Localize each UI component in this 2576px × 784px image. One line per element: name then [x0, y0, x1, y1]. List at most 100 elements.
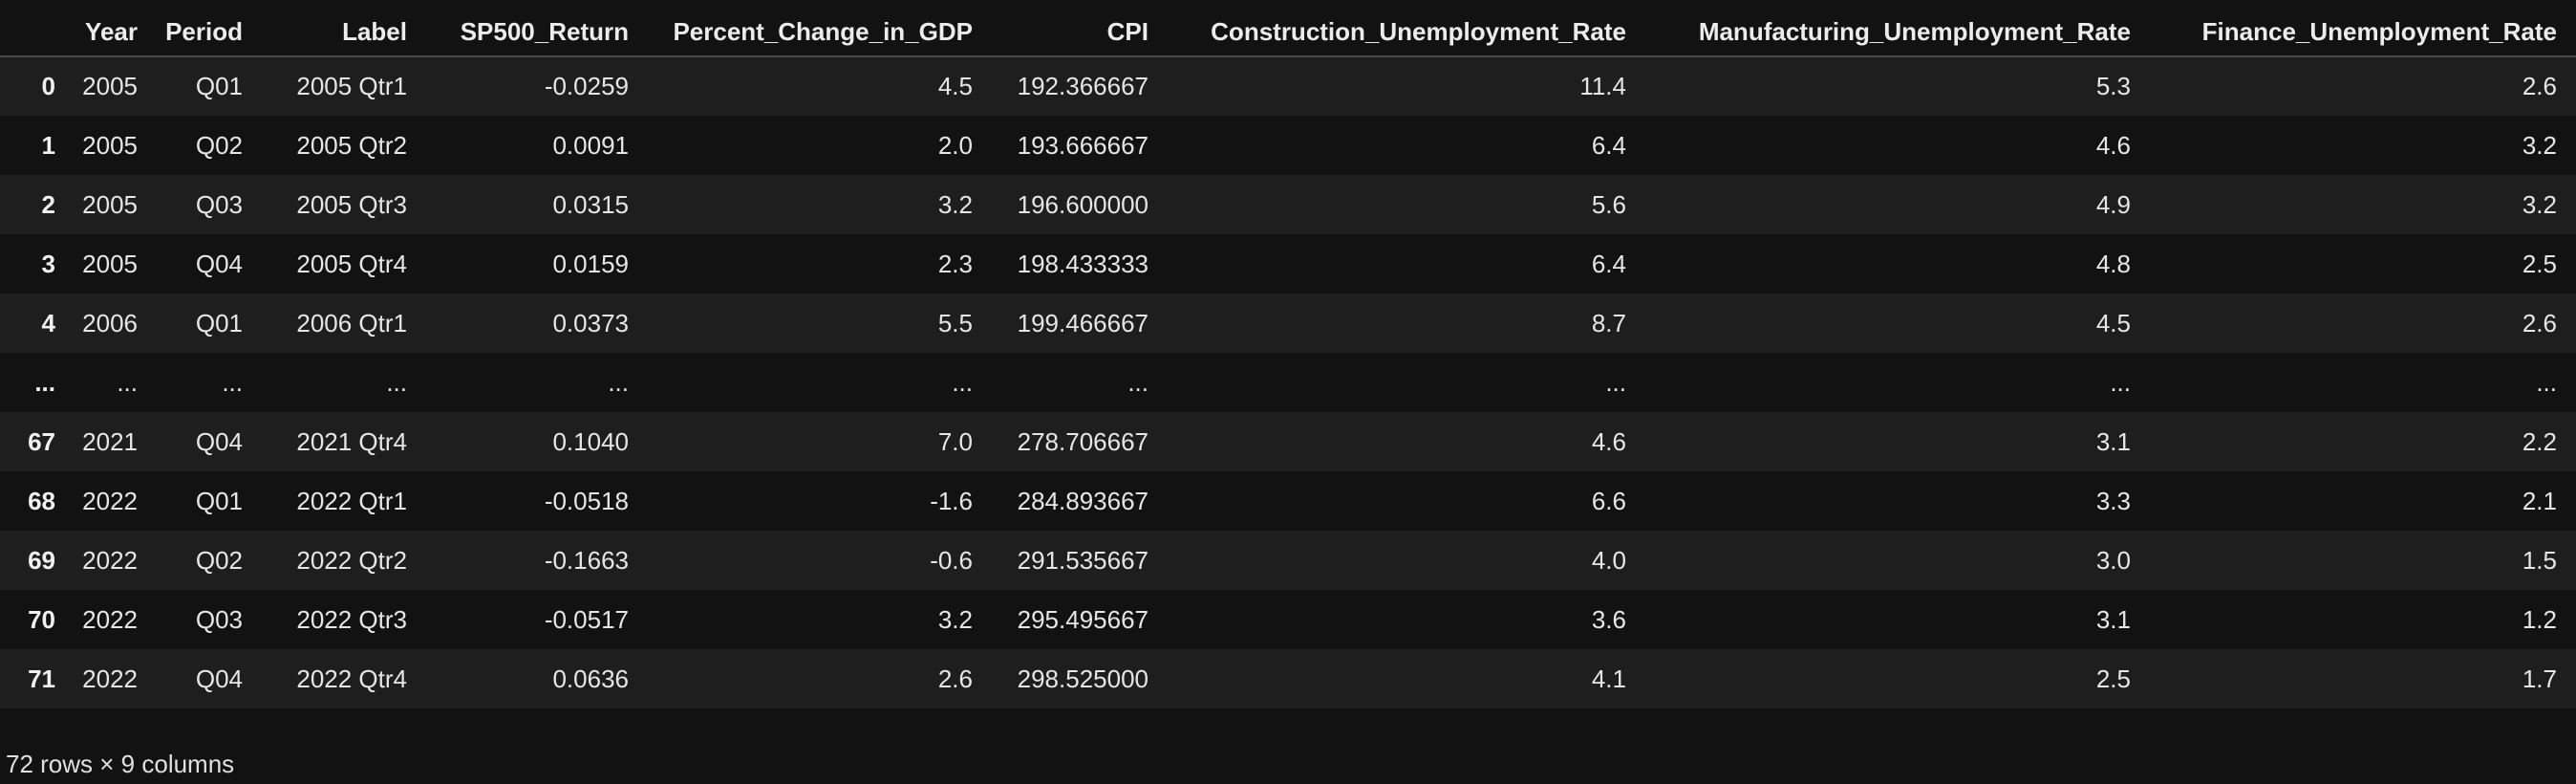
header-row: Year Period Label SP500_Return Percent_C…: [0, 8, 2576, 57]
cell-year: ...: [117, 367, 138, 397]
column-header-percent-change-gdp: Percent_Change_in_GDP: [648, 8, 992, 57]
cell-finance-unemployment: 2.1: [2522, 486, 2557, 515]
cell-manufacturing-unemployment: 3.0: [2095, 545, 2131, 575]
cell-year: 2005: [82, 249, 138, 278]
cell-construction-unemployment: 6.6: [1591, 486, 1626, 515]
cell-label: 2005 Qtr3: [296, 189, 407, 219]
cell-percent-change-gdp: -0.6: [930, 545, 973, 575]
cell-label: 2005 Qtr1: [296, 72, 407, 100]
cell-sp500-return: 0.0373: [552, 308, 629, 338]
cell-cpi: 291.535667: [1017, 545, 1148, 575]
cell-percent-change-gdp: 4.5: [937, 72, 973, 100]
column-header-sp500-return: SP500_Return: [426, 8, 648, 57]
cell-year: 2021: [82, 426, 138, 456]
table-row: 71 2022 Q04 2022 Qtr4 0.0636 2.6 298.525…: [0, 649, 2576, 708]
cell-finance-unemployment: 2.2: [2522, 426, 2557, 456]
cell-percent-change-gdp: 3.2: [937, 604, 973, 634]
cell-cpi: 199.466667: [1017, 308, 1148, 338]
cell-construction-unemployment: 6.4: [1591, 249, 1626, 278]
cell-construction-unemployment: 4.1: [1591, 664, 1626, 693]
column-header-period: Period: [157, 8, 262, 57]
cell-finance-unemployment: ...: [2536, 367, 2557, 397]
cell-label: ...: [386, 367, 407, 397]
cell-cpi: 295.495667: [1017, 604, 1148, 634]
cell-construction-unemployment: 4.6: [1591, 426, 1626, 456]
table-row: 67 2021 Q04 2021 Qtr4 0.1040 7.0 278.706…: [0, 412, 2576, 471]
cell-cpi: 278.706667: [1017, 426, 1148, 456]
cell-cpi: 298.525000: [1017, 664, 1148, 693]
cell-sp500-return: -0.0259: [544, 72, 629, 100]
cell-period: Q01: [195, 308, 243, 338]
cell-period: Q02: [195, 130, 243, 160]
cell-manufacturing-unemployment: 4.9: [2095, 189, 2131, 219]
table-body: 0 2005 Q01 2005 Qtr1 -0.0259 4.5 192.366…: [0, 56, 2576, 708]
cell-percent-change-gdp: 2.0: [937, 130, 973, 160]
table-row: 3 2005 Q04 2005 Qtr4 0.0159 2.3 198.4333…: [0, 234, 2576, 294]
row-index: 69: [28, 545, 55, 575]
cell-construction-unemployment: 6.4: [1591, 130, 1626, 160]
cell-manufacturing-unemployment: 3.3: [2095, 486, 2131, 515]
cell-manufacturing-unemployment: 2.5: [2095, 664, 2131, 693]
cell-label: 2005 Qtr4: [296, 249, 407, 278]
cell-period: Q04: [195, 426, 243, 456]
column-header-year: Year: [75, 8, 157, 57]
cell-label: 2022 Qtr1: [296, 486, 407, 515]
cell-year: 2022: [82, 545, 138, 575]
cell-construction-unemployment: 3.6: [1591, 604, 1626, 634]
cell-period: Q04: [195, 664, 243, 693]
cell-construction-unemployment: 11.4: [1579, 72, 1626, 100]
column-header-cpi: CPI: [992, 8, 1168, 57]
cell-manufacturing-unemployment: 3.1: [2095, 604, 2131, 634]
table-row: 69 2022 Q02 2022 Qtr2 -0.1663 -0.6 291.5…: [0, 531, 2576, 590]
cell-cpi: 193.666667: [1017, 130, 1148, 160]
cell-sp500-return: 0.0315: [552, 189, 629, 219]
cell-percent-change-gdp: 2.3: [937, 249, 973, 278]
row-index: 70: [28, 604, 55, 634]
table-row: 68 2022 Q01 2022 Qtr1 -0.0518 -1.6 284.8…: [0, 471, 2576, 531]
cell-period: Q04: [195, 249, 243, 278]
cell-finance-unemployment: 3.2: [2522, 130, 2557, 160]
cell-construction-unemployment: 5.6: [1591, 189, 1626, 219]
table-row: 70 2022 Q03 2022 Qtr3 -0.0517 3.2 295.49…: [0, 590, 2576, 649]
row-index: 67: [28, 426, 55, 456]
cell-manufacturing-unemployment: 3.1: [2095, 426, 2131, 456]
row-index: 4: [41, 308, 55, 338]
cell-year: 2005: [82, 189, 138, 219]
cell-sp500-return: ...: [608, 367, 629, 397]
cell-construction-unemployment: ...: [1605, 367, 1626, 397]
cell-cpi: 284.893667: [1017, 486, 1148, 515]
cell-year: 2022: [82, 604, 138, 634]
table-row: 0 2005 Q01 2005 Qtr1 -0.0259 4.5 192.366…: [0, 56, 2576, 116]
cell-cpi: 196.600000: [1017, 189, 1148, 219]
cell-year: 2022: [82, 486, 138, 515]
cell-sp500-return: -0.1663: [544, 545, 629, 575]
cell-cpi: 198.433333: [1017, 249, 1148, 278]
cell-period: Q02: [195, 545, 243, 575]
dataframe-shape-summary: 72 rows × 9 columns: [6, 750, 235, 778]
column-header-finance-unemployment: Finance_Unemployment_Rate: [2150, 8, 2576, 57]
cell-year: 2006: [82, 308, 138, 338]
cell-manufacturing-unemployment: 4.5: [2095, 308, 2131, 338]
row-index: 71: [28, 664, 55, 693]
cell-manufacturing-unemployment: 4.6: [2095, 130, 2131, 160]
cell-manufacturing-unemployment: ...: [2110, 367, 2131, 397]
dataframe-table: Year Period Label SP500_Return Percent_C…: [0, 8, 2576, 708]
cell-percent-change-gdp: 3.2: [937, 189, 973, 219]
cell-sp500-return: 0.0091: [552, 130, 629, 160]
cell-finance-unemployment: 2.6: [2522, 72, 2557, 100]
cell-percent-change-gdp: ...: [952, 367, 973, 397]
cell-sp500-return: -0.0517: [544, 604, 629, 634]
table-row: 2 2005 Q03 2005 Qtr3 0.0315 3.2 196.6000…: [0, 175, 2576, 234]
row-index: 1: [41, 130, 55, 160]
cell-period: Q01: [195, 486, 243, 515]
cell-finance-unemployment: 1.7: [2522, 664, 2557, 693]
cell-year: 2005: [82, 130, 138, 160]
table-row-ellipsis: ... ... ... ... ... ... ... ... ... ...: [0, 353, 2576, 412]
cell-percent-change-gdp: -1.6: [930, 486, 973, 515]
table-row: 1 2005 Q02 2005 Qtr2 0.0091 2.0 193.6666…: [0, 116, 2576, 175]
table-row: 4 2006 Q01 2006 Qtr1 0.0373 5.5 199.4666…: [0, 294, 2576, 353]
cell-sp500-return: 0.0636: [552, 664, 629, 693]
column-header-manufacturing-unemployment: Manufacturing_Unemployment_Rate: [1645, 8, 2150, 57]
cell-period: Q03: [195, 189, 243, 219]
